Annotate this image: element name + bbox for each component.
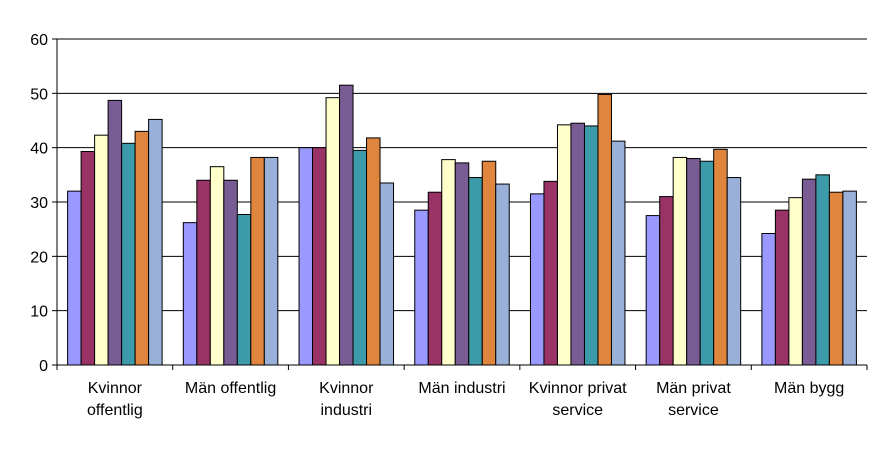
bar [583,125,599,366]
bar [80,150,96,366]
bar [250,156,265,366]
bars [67,84,857,366]
y-tick-label: 20 [30,249,48,266]
y-tick-label: 10 [30,304,48,321]
bar [713,148,728,366]
bar [312,147,327,366]
bar [529,193,545,366]
y-tick-label: 50 [30,86,48,103]
bar [414,209,429,366]
bar [570,122,585,366]
bar [659,196,674,366]
bar [699,160,715,366]
bar [148,118,163,366]
bar [672,156,688,366]
bar [427,191,443,366]
category-label: Män offentlig [185,380,276,397]
bar [468,177,483,366]
y-tick-label: 30 [30,195,48,212]
bar [196,179,211,366]
bar [556,124,572,366]
bar [263,156,279,366]
bar [842,190,857,366]
bar [67,190,82,366]
y-tick-label: 60 [30,32,48,49]
bar [182,222,198,366]
bar [543,180,558,366]
y-tick-label: 40 [30,141,48,158]
category-label: Män privat [656,380,731,397]
bar [828,191,844,366]
y-tick-labels: 0 10 20 30 40 50 60 [30,32,48,375]
bar [597,93,612,366]
bar [94,134,109,366]
bar [761,233,776,366]
bar [801,178,817,366]
bar [134,130,150,366]
bar [223,179,238,366]
bar [121,142,136,366]
category-label: offentlig [87,402,143,419]
category-label: service [552,402,603,419]
bar [366,137,381,366]
bar [325,97,341,366]
category-label: Kvinnor privat [529,380,627,397]
category-label: Kvinnor [319,380,374,397]
bar [686,158,701,366]
bar [774,209,790,366]
bar [726,177,742,366]
bar [209,166,225,366]
category-label: Kvinnor [88,380,143,397]
category-label: Män bygg [774,380,844,397]
bar [441,159,456,366]
bar [610,140,626,366]
y-tick-label: 0 [39,358,48,375]
bar [379,182,395,366]
bar [815,174,830,366]
category-labels: Kvinnor offentlig Män offentlig Kvinnor indu… [87,380,844,419]
bar [236,213,252,366]
category-label: service [668,402,719,419]
bar [352,149,368,366]
bar [454,162,470,366]
category-label: Män industri [418,380,505,397]
bar [339,84,354,366]
bar [107,99,123,366]
bar [645,215,661,366]
category-label: industri [320,402,372,419]
bar [481,160,497,366]
bar [298,147,314,366]
bar [788,197,803,366]
bar [495,183,510,366]
axes [52,38,868,370]
